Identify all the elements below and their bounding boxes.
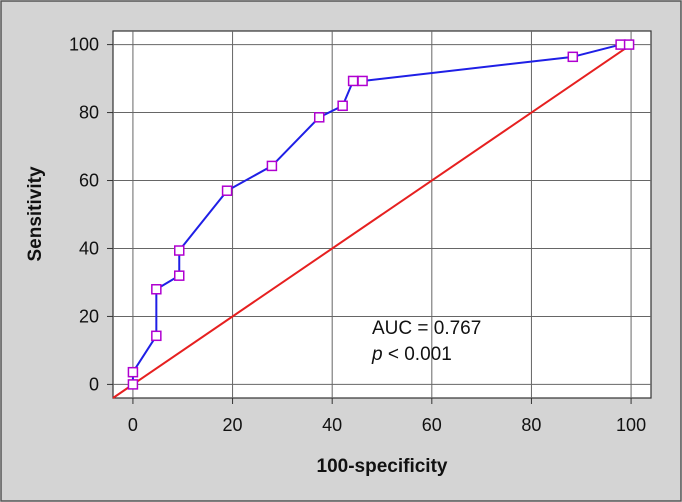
- roc-point: [221, 185, 233, 196]
- roc-point: [174, 270, 185, 281]
- auc-annotation: AUC = 0.767: [372, 318, 481, 339]
- y-tick-label: 40: [79, 238, 99, 258]
- reference-line: [112, 43, 632, 399]
- y-tick-label: 80: [79, 103, 99, 123]
- roc-point: [151, 284, 162, 295]
- x-axis-label: 100-specificity: [317, 456, 448, 477]
- roc-point: [127, 379, 139, 390]
- x-tick-label: 60: [422, 415, 442, 435]
- y-tick-label: 100: [69, 35, 99, 55]
- x-tick-label: 40: [322, 415, 342, 435]
- roc-point: [127, 366, 139, 378]
- p-value-text: < 0.001: [383, 344, 452, 365]
- roc-point: [174, 245, 185, 256]
- y-tick-label: 60: [79, 171, 99, 191]
- x-tick-label: 20: [223, 415, 243, 435]
- roc-point: [313, 112, 325, 123]
- roc-point: [615, 39, 626, 50]
- series-layer: [112, 39, 635, 399]
- x-tick-label: 80: [521, 415, 541, 435]
- roc-point: [151, 330, 162, 342]
- roc-point: [567, 51, 579, 63]
- roc-point: [266, 160, 278, 172]
- x-tick-label: 100: [616, 415, 646, 435]
- roc-point: [347, 75, 359, 87]
- y-axis-label: Sensitivity: [25, 166, 46, 261]
- y-tick-label: 20: [79, 306, 99, 326]
- axis-ticks: 0 20 40 60 80 100 0 20 40 60 80 100: [69, 35, 646, 435]
- roc-point: [337, 100, 348, 112]
- y-tick-label: 0: [89, 374, 99, 394]
- roc-point: [623, 39, 635, 50]
- x-tick-label: 0: [128, 415, 138, 435]
- p-letter: p: [371, 344, 383, 365]
- p-value-annotation: p < 0.001: [371, 344, 452, 365]
- grid-lines: [113, 31, 651, 398]
- roc-point: [357, 75, 368, 87]
